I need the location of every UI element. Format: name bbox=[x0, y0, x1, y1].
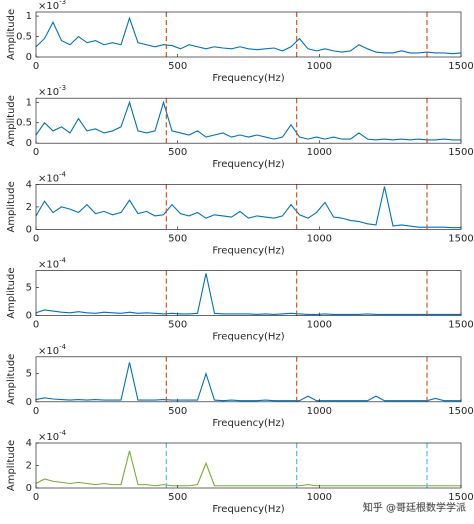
y-exponent-label: ×10-4 bbox=[38, 343, 67, 357]
x-tick-label: 500 bbox=[168, 406, 187, 417]
y-exponent-label: ×10-4 bbox=[38, 257, 67, 271]
y-tick-label: 4 bbox=[26, 179, 32, 190]
x-tick-label: 0 bbox=[33, 147, 39, 158]
spectrum-line bbox=[35, 186, 461, 229]
x-tick-label: 500 bbox=[168, 147, 187, 158]
y-tick-label: 0 bbox=[26, 224, 32, 235]
y-tick-label: 0.5 bbox=[16, 118, 32, 129]
x-tick-label: 500 bbox=[168, 61, 187, 72]
axes-box bbox=[35, 270, 462, 316]
spectrum-line bbox=[35, 450, 461, 487]
y-multiplier: ×10 bbox=[38, 87, 59, 98]
plot-area bbox=[36, 12, 461, 57]
spectrum-line bbox=[35, 100, 461, 141]
y-tick-label: 1 bbox=[26, 11, 32, 22]
x-tick-label: 1000 bbox=[307, 147, 332, 158]
x-tick-label: 1000 bbox=[307, 406, 332, 417]
y-tick-label: 0 bbox=[26, 483, 32, 494]
y-exponent: -4 bbox=[59, 170, 67, 178]
y-axis-label: Amplitude bbox=[6, 95, 17, 146]
y-axis-label: Amplitude bbox=[6, 354, 17, 405]
x-tick-label: 0 bbox=[33, 61, 39, 72]
y-tick-label: 2 bbox=[26, 461, 32, 472]
x-axis-label: Frequency(Hz) bbox=[212, 332, 284, 343]
y-exponent: -3 bbox=[59, 84, 66, 92]
y-exponent: -3 bbox=[59, 0, 66, 6]
axes-box bbox=[35, 11, 462, 58]
y-exponent-label: ×10-4 bbox=[38, 170, 67, 184]
y-axis-label: Amplitude bbox=[6, 181, 17, 232]
y-exponent-label: ×10-3 bbox=[38, 0, 66, 12]
axes-box bbox=[35, 97, 462, 144]
spectrum-line bbox=[35, 273, 461, 316]
spectrum-line bbox=[35, 16, 462, 55]
y-multiplier: ×10 bbox=[38, 346, 59, 357]
plot-area bbox=[36, 443, 461, 488]
y-tick-label: 5 bbox=[26, 369, 32, 380]
plot-area bbox=[36, 356, 461, 402]
plot-area bbox=[36, 184, 461, 230]
y-axis-label: Amplitude bbox=[6, 9, 17, 60]
x-tick-label: 1500 bbox=[448, 492, 473, 503]
x-tick-label: 1500 bbox=[448, 147, 473, 158]
y-tick-label: 0.5 bbox=[16, 32, 32, 43]
x-tick-label: 1000 bbox=[307, 61, 332, 72]
y-multiplier: ×10 bbox=[38, 260, 59, 271]
x-axis-label: Frequency(Hz) bbox=[212, 418, 284, 429]
x-tick-label: 0 bbox=[33, 492, 39, 503]
y-exponent-label: ×10-3 bbox=[38, 84, 66, 98]
axes-box bbox=[35, 356, 462, 403]
x-tick-label: 1000 bbox=[307, 320, 332, 331]
x-tick-label: 1500 bbox=[448, 233, 473, 244]
y-tick-label: 0 bbox=[26, 311, 32, 322]
y-axis-label: Amplitude bbox=[6, 440, 17, 491]
x-tick-label: 0 bbox=[33, 406, 39, 417]
y-tick-label: 0 bbox=[26, 397, 32, 408]
x-tick-label: 1500 bbox=[448, 406, 473, 417]
x-axis-label: Frequency(Hz) bbox=[212, 159, 284, 170]
x-tick-label: 500 bbox=[168, 492, 187, 503]
x-tick-label: 0 bbox=[33, 233, 39, 244]
plot-area bbox=[36, 98, 461, 144]
y-tick-label: 4 bbox=[26, 438, 32, 449]
x-tick-label: 1000 bbox=[307, 233, 332, 244]
y-tick-label: 1 bbox=[26, 97, 32, 108]
x-tick-label: 500 bbox=[168, 233, 187, 244]
y-multiplier: ×10 bbox=[38, 432, 59, 443]
y-multiplier: ×10 bbox=[38, 173, 59, 184]
x-tick-label: 500 bbox=[168, 320, 187, 331]
y-exponent-label: ×10-4 bbox=[38, 429, 67, 443]
y-tick-label: 0 bbox=[26, 138, 32, 149]
x-axis-label: Frequency(Hz) bbox=[212, 245, 284, 256]
y-exponent: -4 bbox=[59, 343, 67, 351]
y-tick-label: 2 bbox=[26, 202, 32, 213]
y-tick-label: 5 bbox=[26, 282, 32, 293]
watermark: 知乎 @哥廷根数学学派 bbox=[363, 501, 466, 514]
x-tick-label: 0 bbox=[33, 320, 39, 331]
plot-area bbox=[36, 270, 461, 316]
spectrum-line bbox=[35, 362, 461, 402]
x-tick-label: 1000 bbox=[307, 492, 332, 503]
y-exponent: -4 bbox=[59, 257, 67, 265]
x-axis-label: Frequency(Hz) bbox=[212, 73, 284, 84]
x-axis-label: Frequency(Hz) bbox=[212, 504, 284, 515]
x-tick-label: 1500 bbox=[448, 320, 473, 331]
y-axis-label: Amplitude bbox=[6, 267, 17, 318]
y-tick-label: 0 bbox=[26, 52, 32, 63]
y-exponent: -4 bbox=[59, 429, 67, 437]
x-tick-label: 1500 bbox=[448, 61, 473, 72]
y-multiplier: ×10 bbox=[38, 1, 59, 12]
